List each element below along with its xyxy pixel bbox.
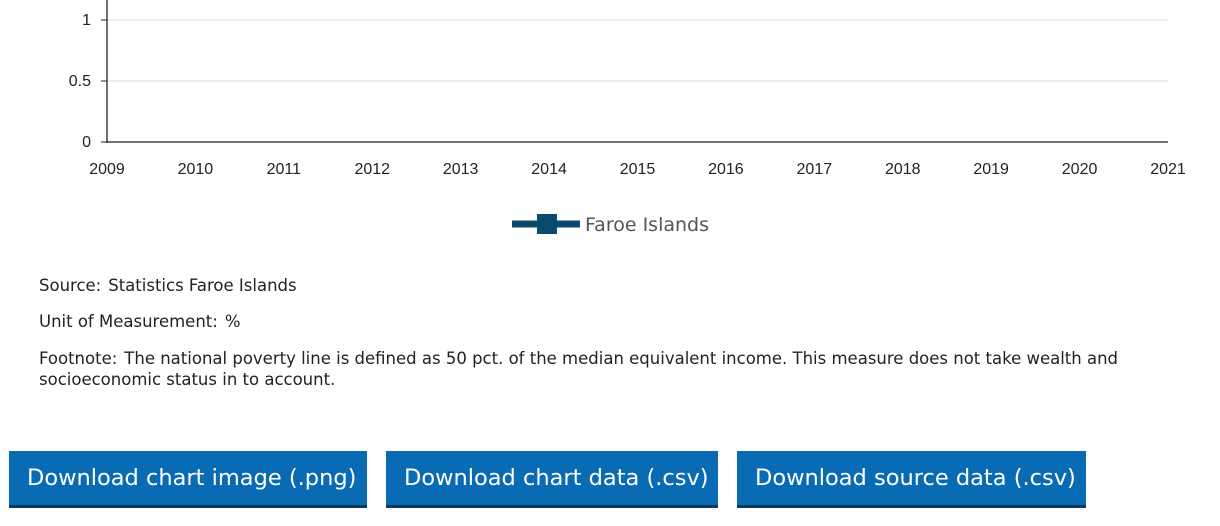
unit-value: % (224, 312, 241, 331)
download-chart-data-button[interactable]: Download chart data (.csv) (386, 451, 718, 508)
legend-marker-0 (537, 214, 557, 234)
source-label: Source: (39, 276, 102, 295)
x-tick-label-9: 2018 (885, 161, 921, 178)
y-tick-label-0: 0 (82, 134, 91, 151)
line-chart: 0 0.5 1 2009 2010 2011 2012 2013 2014 2015 2016 201… (69, 0, 1186, 236)
footnote-value: The national poverty line is defined as … (39, 349, 1119, 389)
unit-label: Unit of Measurement: (39, 312, 218, 331)
x-tick-label-4: 2013 (443, 161, 479, 178)
unit-line: Unit of Measurement:% (39, 311, 1189, 332)
x-tick-label-0: 2009 (89, 161, 125, 178)
footnote-label: Footnote: (39, 349, 118, 368)
y-tick-label-2: 1 (82, 12, 91, 29)
x-tick-label-12: 2021 (1150, 161, 1186, 178)
x-tick-label-1: 2010 (178, 161, 214, 178)
x-tick-label-2: 2011 (267, 161, 302, 178)
source-line: Source: Statistics Faroe Islands (39, 275, 1189, 296)
x-tick-label-11: 2020 (1062, 161, 1098, 178)
download-buttons: Download chart image (.png) Download cha… (9, 451, 1086, 508)
legend-label-0: Faroe Islands (585, 214, 709, 236)
y-tick-label-1: 0.5 (69, 73, 91, 90)
source-value: Statistics Faroe Islands (108, 276, 297, 295)
x-tick-label-6: 2015 (620, 161, 656, 178)
x-tick-label-8: 2017 (797, 161, 833, 178)
footnote-line: Footnote: The national poverty line is de… (39, 348, 1189, 390)
x-tick-label-5: 2014 (531, 161, 567, 178)
x-tick-label-10: 2019 (973, 161, 1009, 178)
download-source-data-button[interactable]: Download source data (.csv) (737, 451, 1086, 508)
x-tick-label-7: 2016 (708, 161, 744, 178)
download-chart-image-button[interactable]: Download chart image (.png) (9, 451, 367, 508)
x-tick-label-3: 2012 (354, 161, 390, 178)
